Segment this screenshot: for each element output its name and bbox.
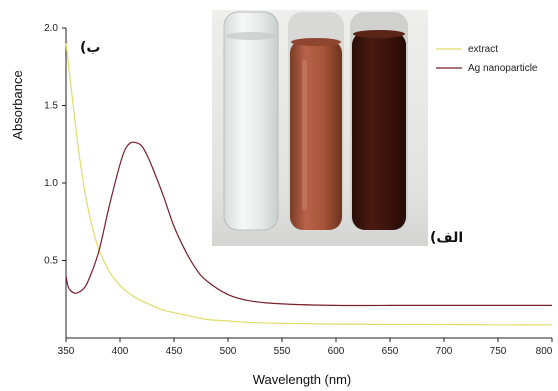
tick-group: 350 400 450 500 550 600 650 700 750 800 0.5 1.0 1.5 2… (44, 23, 553, 357)
x-tick-label: 550 (274, 346, 291, 357)
x-tick-label: 650 (382, 346, 399, 357)
x-tick-label: 450 (166, 346, 183, 357)
series-line-extract (65, 43, 553, 326)
inset-photo (212, 10, 428, 246)
y-tick-label: 0.5 (44, 256, 58, 267)
x-axis-title: Wavelength (nm) (253, 372, 352, 387)
series-line-ag-nanoparticle (65, 141, 552, 307)
main-panel-label: (ب (80, 40, 100, 56)
legend-label-extract: extract (468, 44, 498, 55)
x-tick-label: 800 (536, 346, 553, 357)
y-tick-label: 1.5 (44, 101, 58, 112)
series-group (65, 43, 553, 326)
legend-label-ag-nanoparticle: Ag nanoparticle (468, 63, 538, 74)
x-tick-label: 750 (490, 346, 507, 357)
test-tube-extract (223, 11, 279, 231)
x-tick-label: 600 (328, 346, 345, 357)
y-tick-label: 2.0 (44, 23, 58, 34)
legend: extract Ag nanoparticle (436, 44, 538, 74)
y-tick-label: 1.0 (44, 178, 58, 189)
x-tick-label: 350 (58, 346, 75, 357)
inset-panel-label: (الف (430, 230, 463, 246)
x-tick-label: 700 (436, 346, 453, 357)
y-axis-title: Absorbance (10, 70, 25, 139)
x-tick-label: 400 (112, 346, 129, 357)
x-tick-label: 500 (220, 346, 237, 357)
